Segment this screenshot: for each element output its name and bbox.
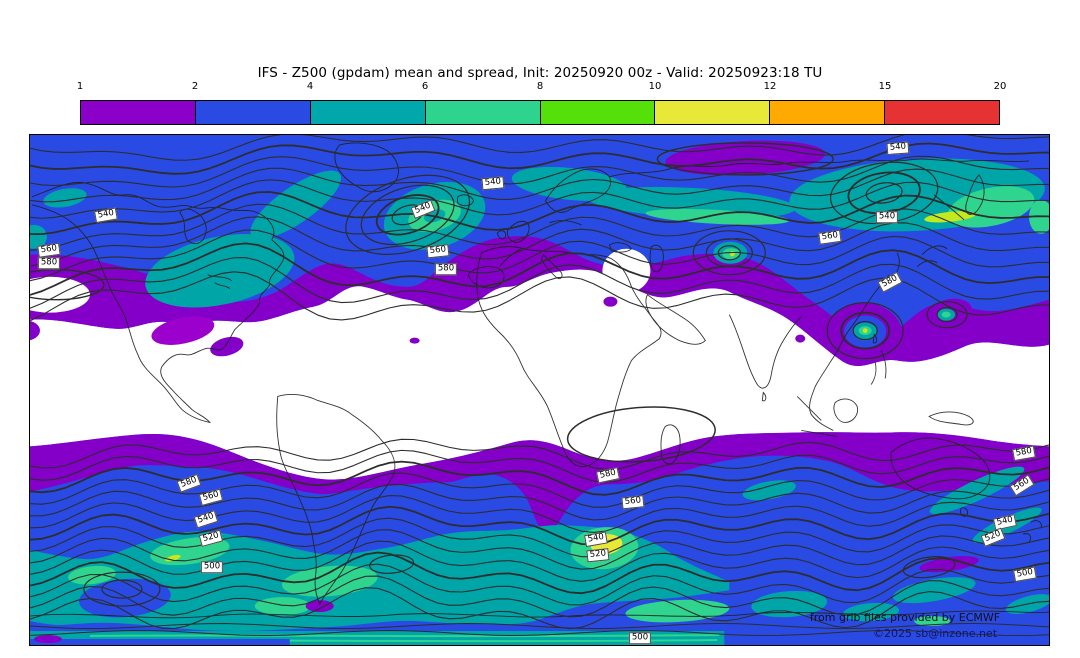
colorbar-segment-10-12 (654, 101, 770, 124)
colorbar-tick: 8 (536, 81, 544, 92)
colorbar-tick: 15 (878, 81, 892, 92)
world-map-frame: 540 560 580 540 540 560 580 540 540 560 580 580 560 5… (29, 134, 1050, 646)
colorbar-segment-2-4 (194, 101, 310, 124)
attribution-source: from grib files provided by ECMWF (809, 611, 1001, 624)
colorbar-tick: 20 (993, 81, 1007, 92)
colorbar-tick: 12 (763, 81, 777, 92)
colorbar-segment-12-15 (769, 101, 885, 124)
colorbar-tick-labels: 1 2 4 6 8 10 12 15 20 (76, 81, 1007, 95)
world-map-svg (30, 135, 1049, 645)
colorbar-tick: 4 (306, 81, 314, 92)
colorbar-tick: 2 (191, 81, 199, 92)
colorbar-tick: 1 (76, 81, 84, 92)
attribution-copyright: ©2025 sb@inzone.net (872, 627, 998, 640)
colorbar-segment-1-2 (81, 101, 195, 124)
colorbar-segment-15-20 (884, 101, 999, 124)
chart-title: IFS - Z500 (gpdam) mean and spread, Init… (257, 65, 823, 81)
colorbar-tick: 6 (421, 81, 429, 92)
colorbar-segment-8-10 (539, 101, 655, 124)
colorbar-tick: 10 (648, 81, 662, 92)
spread-colorbar (80, 100, 1000, 125)
colorbar-segment-6-8 (424, 101, 540, 124)
colorbar-segment-4-6 (309, 101, 425, 124)
